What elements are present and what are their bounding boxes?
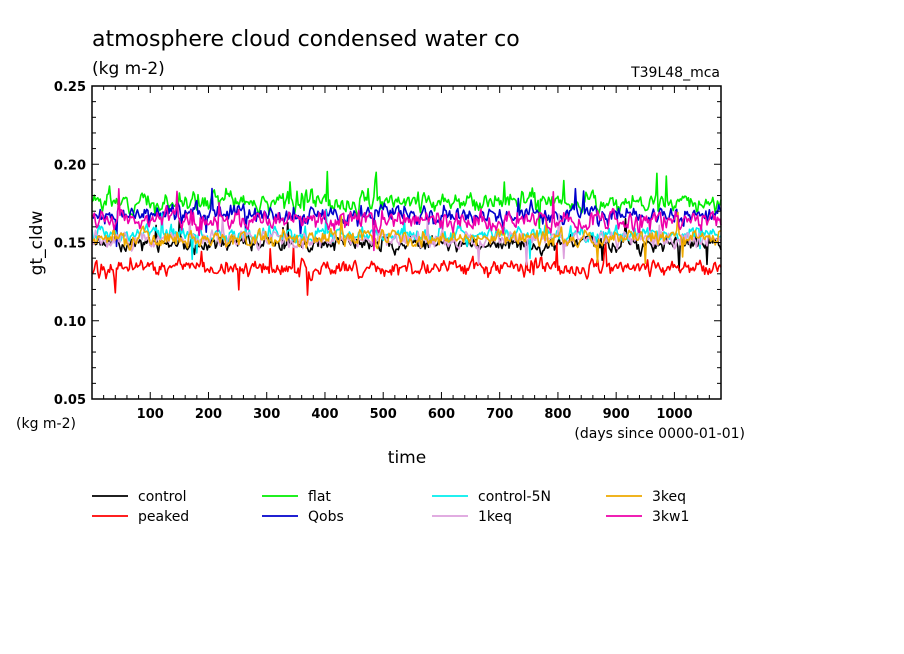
y-axis-units: (kg m-2) [16, 416, 76, 432]
y-tick-label: 0.15 [54, 237, 86, 252]
legend-label-control-5n: control-5N [478, 489, 551, 505]
x-axis-label: time [388, 448, 426, 468]
run-label: T39L48_mca [630, 65, 720, 81]
legend: control peaked flat Qobs control-5N 1keq 3keq 3… [92, 489, 689, 525]
x-tick-label: 100 [137, 407, 164, 422]
legend-label-flat: flat [308, 489, 331, 505]
x-tick-label: 1000 [656, 407, 692, 422]
x-tick-label: 200 [195, 407, 222, 422]
x-axis-units: (days since 0000-01-01) [574, 426, 745, 442]
x-tick-label: 900 [603, 407, 630, 422]
y-tick-label: 0.05 [54, 393, 86, 408]
series-line-control-5n [91, 209, 722, 261]
x-tick-label: 500 [370, 407, 397, 422]
series-line-3keq [91, 211, 722, 265]
x-tick-label: 800 [544, 407, 571, 422]
ticks-group [92, 86, 721, 399]
legend-label-3keq: 3keq [652, 489, 686, 505]
x-tick-label: 600 [428, 407, 455, 422]
x-tick-label: 400 [311, 407, 338, 422]
series-line-qobs [91, 187, 722, 248]
x-tick-labels: 100 200 300 400 500 600 700 800 900 1000 [137, 407, 693, 422]
chart-units: (kg m-2) [92, 59, 165, 79]
legend-label-qobs: Qobs [308, 509, 344, 525]
series-group [91, 170, 722, 296]
series-line-flat [91, 170, 722, 230]
legend-label-1keq: 1keq [478, 509, 512, 525]
y-tick-label: 0.20 [54, 158, 86, 173]
y-axis-label: gt_cldw [27, 211, 47, 276]
chart-title: atmosphere cloud condensed water co [92, 27, 520, 52]
legend-label-control: control [138, 489, 187, 505]
x-tick-label: 700 [486, 407, 513, 422]
y-tick-label: 0.25 [54, 80, 86, 95]
series-line-peaked [91, 242, 722, 296]
y-tick-label: 0.10 [54, 315, 86, 330]
legend-label-peaked: peaked [138, 509, 189, 525]
series-line-3kw1 [91, 188, 722, 252]
x-tick-label: 300 [253, 407, 280, 422]
y-tick-labels: 0.05 0.10 0.15 0.20 0.25 [54, 80, 86, 408]
legend-label-3kw1: 3kw1 [652, 509, 689, 525]
